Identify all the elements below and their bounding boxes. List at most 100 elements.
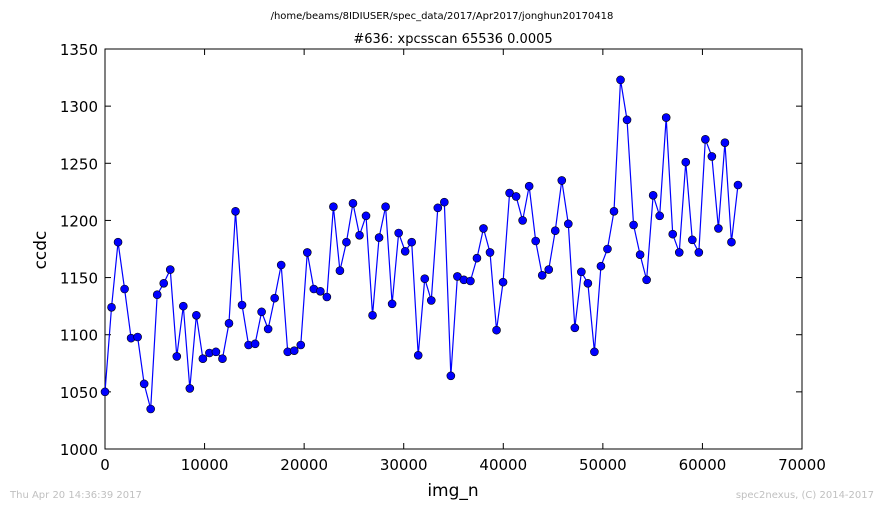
data-point	[681, 157, 691, 167]
data-point	[289, 346, 299, 356]
data-point	[400, 246, 410, 256]
data-point	[492, 325, 501, 335]
data-point	[322, 292, 332, 302]
data-point	[687, 235, 697, 245]
x-tick-label: 0	[100, 456, 110, 474]
data-point	[629, 220, 638, 230]
x-tick-label: 50000	[579, 456, 627, 474]
data-point	[479, 224, 488, 233]
data-point	[714, 224, 723, 233]
data-point	[218, 354, 227, 364]
data-point	[433, 203, 443, 213]
data-point	[661, 113, 671, 122]
plot-area	[104, 48, 803, 450]
data-point	[335, 266, 345, 276]
data-point	[329, 202, 338, 212]
data-point	[387, 299, 397, 309]
data-point	[270, 293, 279, 303]
data-point	[583, 278, 593, 288]
data-point	[316, 286, 325, 296]
data-point	[374, 233, 384, 242]
data-point	[518, 216, 527, 225]
data-point	[733, 180, 743, 190]
chart-title: #636: xpcsscan 65536 0.0005	[353, 32, 552, 47]
data-point	[720, 138, 730, 148]
data-point	[179, 301, 188, 311]
x-tick-label: 40000	[479, 456, 527, 474]
data-point	[413, 350, 423, 360]
data-point	[211, 347, 221, 357]
data-point	[139, 379, 149, 389]
data-point	[133, 332, 142, 342]
data-point	[557, 176, 567, 185]
data-point	[537, 270, 547, 280]
credit: spec2nexus, (C) 2014-2017	[736, 490, 874, 501]
y-tick-labels: 1000 1050 1100 1150 1200 1250 1300 1350	[60, 41, 98, 459]
data-point	[276, 260, 286, 270]
data-point	[185, 384, 195, 393]
data-point	[603, 244, 612, 254]
data-point	[498, 277, 508, 287]
data-point	[159, 278, 169, 288]
data-point	[466, 276, 475, 286]
x-tick-label: 30000	[380, 456, 428, 474]
data-point	[707, 152, 717, 161]
data-point	[570, 323, 580, 333]
data-point	[198, 354, 208, 364]
data-point	[701, 134, 710, 144]
data-point	[550, 226, 560, 236]
data-point	[165, 265, 175, 274]
x-tick-label: 20000	[280, 456, 328, 474]
x-axis-label: img_n	[427, 481, 478, 501]
data-point	[113, 237, 123, 247]
data-point	[355, 230, 364, 240]
data-point	[426, 296, 436, 305]
data-point	[107, 302, 116, 312]
data-point	[146, 404, 155, 414]
data-point	[420, 274, 430, 284]
data-point	[596, 261, 606, 271]
data-point	[237, 300, 247, 310]
y-tick-label: 1200	[60, 212, 98, 230]
timestamp: Thu Apr 20 14:36:39 2017	[9, 490, 142, 501]
y-tick-label: 1250	[60, 155, 98, 173]
data-point	[192, 310, 201, 320]
data-point	[231, 206, 240, 216]
data-point	[674, 248, 684, 257]
data-point	[524, 181, 534, 191]
data-point	[440, 197, 449, 207]
data-point	[361, 211, 371, 221]
data-point	[577, 267, 586, 277]
data-point	[394, 228, 403, 238]
data-points	[100, 75, 743, 414]
data-point	[694, 248, 704, 257]
x-tick-labels: 0 10000 20000 30000 40000 50000 60000 70000	[100, 456, 826, 474]
file-path: /home/beams/8IDIUSER/spec_data/2017/Apr2…	[271, 11, 614, 22]
data-point	[668, 229, 678, 239]
data-point	[368, 310, 377, 320]
data-point	[485, 248, 495, 257]
data-point	[642, 275, 651, 285]
data-point	[224, 318, 234, 328]
data-point	[648, 190, 658, 200]
data-point	[635, 250, 645, 260]
data-point	[531, 236, 540, 246]
x-tick-label: 70000	[778, 456, 826, 474]
data-point	[263, 324, 273, 334]
data-point	[342, 237, 351, 247]
y-tick-label: 1000	[60, 441, 98, 459]
data-point	[544, 265, 554, 274]
data-point	[250, 339, 260, 349]
data-point	[511, 192, 521, 201]
data-point	[590, 347, 599, 357]
data-point	[257, 307, 266, 317]
y-axis-label: ccdc	[31, 231, 51, 270]
y-tick-label: 1100	[60, 327, 98, 345]
data-point	[100, 387, 110, 397]
x-tick-label: 10000	[181, 456, 229, 474]
data-point	[120, 284, 129, 294]
data-point	[655, 211, 664, 221]
data-point	[622, 115, 632, 125]
data-point	[446, 371, 456, 381]
data-point	[381, 202, 390, 212]
